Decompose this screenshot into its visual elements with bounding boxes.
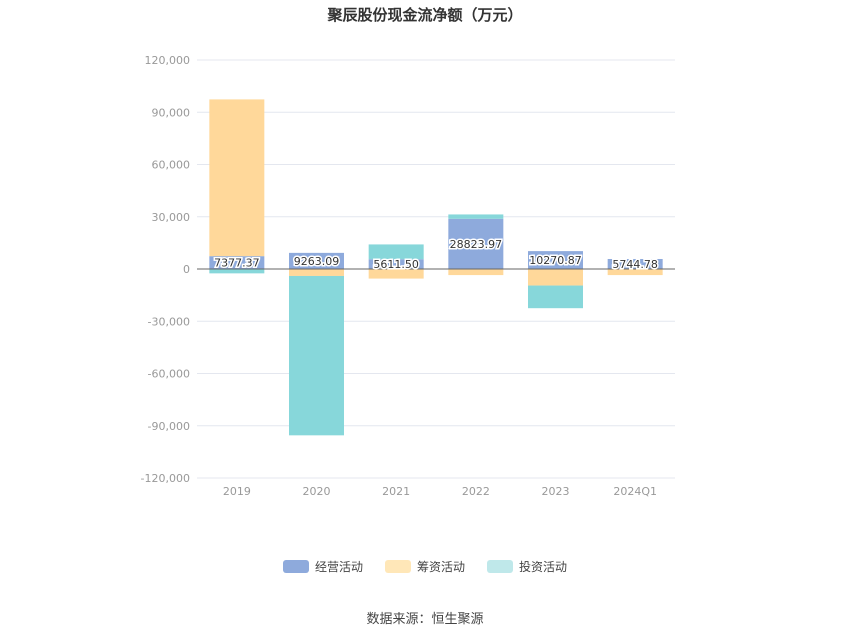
x-tick-label: 2022: [462, 485, 490, 498]
bar-segment[interactable]: [528, 251, 583, 269]
bar-segment[interactable]: [607, 269, 663, 276]
bar-segment[interactable]: [209, 256, 265, 269]
y-tick-label: 30,000: [152, 211, 191, 224]
x-axis: 2019 2020 2021 2022 2023 2024Q1: [223, 485, 657, 498]
data-label: 10270.87: [529, 254, 582, 267]
legend-item-operating[interactable]: 经营活动: [282, 558, 363, 575]
data-label: 5611.50: [373, 258, 419, 271]
bar-segment[interactable]: [209, 99, 265, 257]
bar-segment[interactable]: [448, 214, 504, 219]
bars: [209, 99, 663, 436]
y-tick-label: 120,000: [145, 54, 191, 67]
legend-swatch-financing: [384, 560, 411, 573]
y-tick-label: -120,000: [141, 472, 190, 485]
bar-segment[interactable]: [528, 285, 583, 309]
legend: 经营活动 筹资活动 投资活动: [0, 558, 850, 575]
y-tick-label: -30,000: [148, 315, 190, 328]
data-source: 数据来源：恒生聚源: [366, 612, 484, 627]
data-label: 28823.97: [450, 238, 503, 251]
bar-segment[interactable]: [528, 269, 583, 286]
bar-segment[interactable]: [448, 218, 504, 269]
bar-segment[interactable]: [289, 275, 344, 436]
data-labels: 7377.37 9263.09 5611.50 28823.97 10270.87 574…: [213, 236, 660, 272]
bar-segment[interactable]: [368, 259, 424, 269]
y-tick-label: 90,000: [152, 106, 191, 119]
y-tick-label: -60,000: [148, 368, 190, 381]
x-tick-label: 2021: [382, 485, 410, 498]
legend-label-operating: 经营活动: [314, 560, 363, 574]
y-tick-label: -90,000: [148, 420, 190, 433]
bar-segment[interactable]: [368, 244, 424, 260]
data-label: 7377.37: [214, 257, 260, 270]
legend-swatch-operating: [282, 560, 309, 573]
legend-swatch-investing: [487, 560, 513, 573]
x-tick-label: 2019: [223, 485, 251, 498]
data-label: 5744.78: [612, 258, 658, 271]
bar-segment[interactable]: [209, 269, 265, 274]
bar-segment[interactable]: [368, 269, 424, 279]
y-axis: 120,000 90,000 60,000 30,000 0 -30,000 -60,000…: [141, 54, 190, 485]
chart-svg: 120,000 90,000 60,000 30,000 0 -30,000 -60,000…: [141, 54, 675, 498]
y-tick-label: 0: [183, 263, 190, 276]
legend-item-investing[interactable]: 投资活动: [487, 558, 567, 575]
grid-lines: [197, 59, 675, 479]
legend-label-investing: 投资活动: [519, 560, 568, 574]
x-tick-label: 2024Q1: [613, 485, 657, 498]
bar-segment[interactable]: [289, 269, 344, 276]
y-tick-label: 60,000: [152, 159, 191, 172]
bar-segment[interactable]: [607, 258, 663, 269]
data-label: 9263.09: [294, 255, 340, 268]
legend-item-financing[interactable]: 筹资活动: [384, 558, 465, 575]
bar-segment[interactable]: [448, 269, 504, 276]
bar-segment[interactable]: [289, 252, 344, 269]
legend-label-financing: 筹资活动: [416, 560, 465, 574]
chart-title: 聚辰股份现金流净额（万元）: [327, 6, 523, 24]
x-tick-label: 2023: [542, 485, 570, 498]
x-tick-label: 2020: [303, 485, 331, 498]
